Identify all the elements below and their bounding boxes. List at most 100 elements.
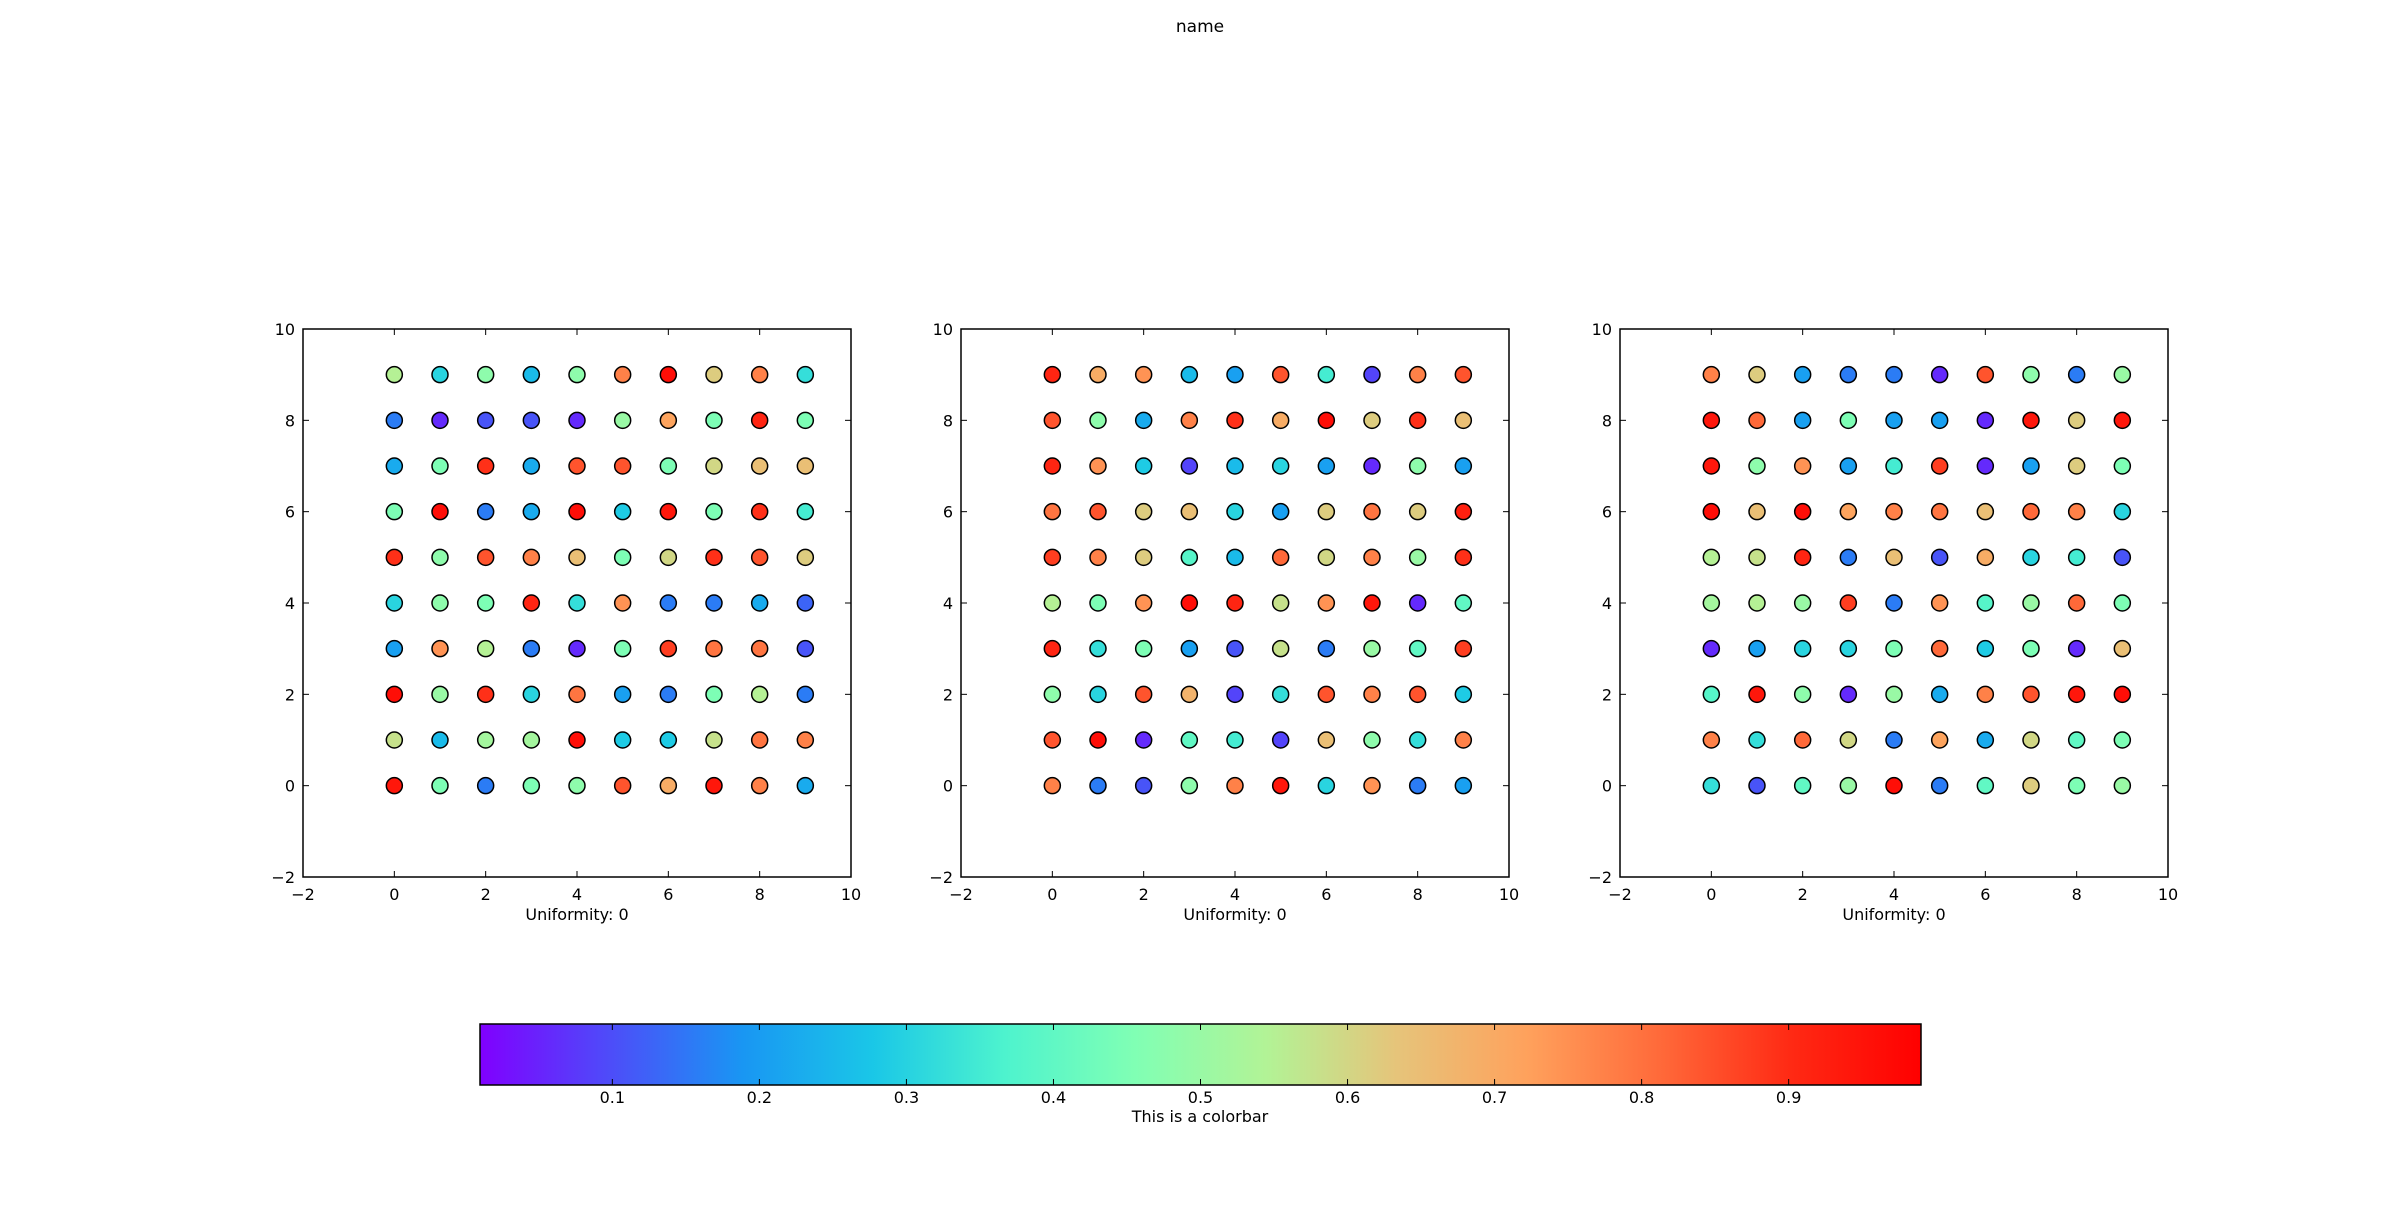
y-tick-label: 4 — [285, 594, 295, 613]
scatter-point — [1134, 365, 1153, 384]
scatter-point — [522, 594, 541, 612]
y-tick-label: 0 — [943, 777, 953, 796]
scatter-point — [1408, 776, 1427, 795]
scatter-point — [1363, 411, 1381, 430]
scatter-point — [2113, 457, 2132, 475]
scatter-point — [1363, 776, 1381, 795]
scatter-point — [613, 685, 632, 704]
y-tick-label: 6 — [1602, 503, 1612, 522]
scatter-point — [568, 639, 586, 658]
figure-title: name — [1176, 17, 1224, 37]
scatter-point — [1885, 365, 1903, 384]
y-tick-label: 2 — [285, 685, 295, 704]
scatter-point — [1043, 365, 1062, 384]
scatter-point — [1748, 639, 1766, 658]
scatter-point — [1180, 548, 1199, 567]
scatter-point — [659, 776, 678, 795]
scatter-point — [1748, 776, 1766, 795]
scatter-point — [2113, 594, 2132, 612]
scatter-point — [659, 411, 678, 430]
colorbar-tick-label: 0.8 — [1629, 1088, 1654, 1107]
scatter-point — [2022, 685, 2040, 704]
scatter-point — [705, 365, 723, 384]
scatter-point — [1748, 502, 1766, 521]
scatter-point — [1454, 411, 1473, 430]
scatter-point — [2067, 685, 2086, 704]
scatter-point — [1180, 776, 1199, 795]
scatter-point — [1885, 594, 1903, 612]
scatter-point — [476, 548, 495, 567]
x-tick-label: 10 — [2158, 885, 2178, 904]
scatter-point — [1793, 365, 1812, 384]
scatter-point — [659, 548, 678, 567]
y-tick-label: 8 — [285, 411, 295, 430]
scatter-point — [1180, 457, 1199, 475]
x-tick-label: 8 — [755, 885, 765, 904]
scatter-point — [1363, 731, 1381, 749]
scatter-point — [1089, 731, 1107, 749]
scatter-point — [705, 548, 723, 567]
x-axis-label: Uniformity: 0 — [1183, 905, 1286, 924]
scatter-point — [431, 731, 449, 749]
scatter-point — [1748, 594, 1766, 612]
scatter-point — [1043, 731, 1062, 749]
scatter-point — [431, 411, 449, 430]
scatter-point — [1454, 731, 1473, 749]
scatter-point — [1976, 548, 1995, 567]
scatter-point — [1226, 685, 1244, 704]
scatter-point — [1271, 502, 1290, 521]
y-tick-label: 10 — [933, 320, 953, 339]
x-axis-label: Uniformity: 0 — [525, 905, 628, 924]
scatter-point — [1839, 502, 1858, 521]
scatter-point — [1454, 594, 1473, 612]
x-tick-label: 8 — [2072, 885, 2082, 904]
scatter-point — [750, 731, 769, 749]
scatter-point — [385, 685, 404, 704]
scatter-point — [1702, 776, 1721, 795]
scatter-point — [1089, 548, 1107, 567]
scatter-point — [476, 457, 495, 475]
scatter-point — [796, 548, 815, 567]
scatter-point — [705, 776, 723, 795]
scatter-point — [1408, 685, 1427, 704]
scatter-point — [1226, 411, 1244, 430]
scatter-point — [385, 502, 404, 521]
scatter-point — [1793, 685, 1812, 704]
scatter-point — [2113, 502, 2132, 521]
scatter-point — [1271, 365, 1290, 384]
scatter-point — [1930, 411, 1949, 430]
scatter-point — [1930, 685, 1949, 704]
y-tick-label: −2 — [929, 868, 953, 887]
scatter-point — [2113, 731, 2132, 749]
scatter-point — [613, 776, 632, 795]
scatter-panel-3: −2 0 2 4 6 8 10 −2 0 2 4 6 8 10 Uniformity: 0 — [1588, 320, 2178, 924]
scatter-point — [476, 365, 495, 384]
scatter-point — [1317, 365, 1336, 384]
scatter-point — [2067, 365, 2086, 384]
y-tick-label: 6 — [943, 503, 953, 522]
scatter-point — [705, 594, 723, 612]
scatter-point — [659, 639, 678, 658]
y-tick-label: −2 — [271, 868, 295, 887]
scatter-point — [705, 411, 723, 430]
scatter-point — [385, 411, 404, 430]
scatter-point — [1271, 731, 1290, 749]
y-tick-label: 6 — [285, 503, 295, 522]
scatter-point — [705, 502, 723, 521]
scatter-point — [1748, 685, 1766, 704]
scatter-point — [1839, 365, 1858, 384]
scatter-point — [796, 365, 815, 384]
scatter-point — [1180, 639, 1199, 658]
scatter-point — [613, 411, 632, 430]
scatter-point — [750, 594, 769, 612]
scatter-point — [476, 685, 495, 704]
scatter-point — [1702, 365, 1721, 384]
scatter-panels: −2 0 2 4 6 8 10 −2 0 2 4 6 8 10 Uniformity: 0 −2 0 2 4 6 8 10… — [271, 320, 2178, 924]
scatter-point — [750, 502, 769, 521]
colorbar-tick-label: 0.4 — [1041, 1088, 1066, 1107]
scatter-point — [1226, 776, 1244, 795]
scatter-point — [1976, 365, 1995, 384]
scatter-point — [1748, 365, 1766, 384]
scatter-point — [1271, 639, 1290, 658]
